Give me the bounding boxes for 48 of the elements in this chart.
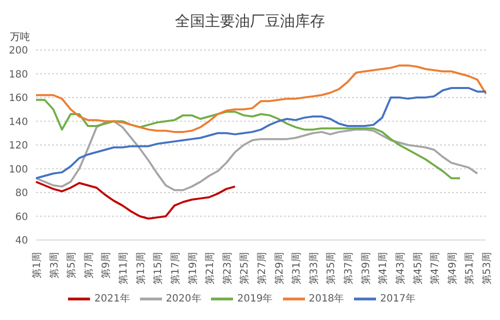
line-series xyxy=(35,87,487,180)
x-tick-label: 第51周 xyxy=(464,252,476,285)
x-tick-label: 第13周 xyxy=(134,252,147,285)
y-tick-label: 80 xyxy=(15,188,28,200)
y-tick-label: 140 xyxy=(8,116,28,128)
x-tick-label: 第3周 xyxy=(48,252,60,278)
line-series xyxy=(35,98,462,180)
x-tick-label: 第17周 xyxy=(169,252,182,285)
x-tick-label: 第7周 xyxy=(82,252,95,278)
x-tick-label: 第37周 xyxy=(342,252,355,285)
legend-label: 2017年 xyxy=(380,294,416,305)
x-tick-label: 第49周 xyxy=(446,252,458,285)
x-tick-label: 第15周 xyxy=(152,252,164,285)
y-tick-label: 160 xyxy=(8,93,28,104)
y-tick-label: 180 xyxy=(8,69,28,80)
legend-label: 2018年 xyxy=(308,294,344,305)
x-tick-label: 第27周 xyxy=(256,252,268,285)
x-tick-label: 第21周 xyxy=(204,252,216,285)
y-tick-label: 40 xyxy=(15,236,28,247)
x-tick-label: 第23周 xyxy=(221,252,234,285)
x-tick-label: 第19周 xyxy=(186,252,199,285)
line-series xyxy=(35,120,478,192)
y-tick-label: 100 xyxy=(8,164,28,176)
x-tick-label: 第45周 xyxy=(412,252,424,285)
legend-label: 2020年 xyxy=(166,294,202,305)
x-tick-label: 第43周 xyxy=(394,252,406,285)
x-tick-label: 第5周 xyxy=(66,252,78,278)
legend-label: 2021年 xyxy=(94,294,130,305)
y-tick-label: 120 xyxy=(8,140,28,152)
x-tick-label: 第35周 xyxy=(325,252,338,285)
line-series xyxy=(35,64,487,133)
legend-label: 2019年 xyxy=(237,294,273,305)
x-tick-label: 第25周 xyxy=(238,252,251,285)
line-series xyxy=(35,180,236,220)
x-tick-label: 第33周 xyxy=(308,252,320,285)
x-tick-label: 第47周 xyxy=(429,252,442,285)
x-tick-label: 第39周 xyxy=(360,252,372,285)
x-tick-label: 第9周 xyxy=(100,252,112,278)
x-tick-label: 第1周 xyxy=(31,252,43,278)
y-tick-label: 200 xyxy=(8,46,28,57)
x-tick-label: 第41周 xyxy=(377,252,390,285)
x-tick-label: 第53周 xyxy=(481,252,493,285)
x-tick-label: 第29周 xyxy=(273,252,286,285)
x-tick-label: 第31周 xyxy=(290,252,303,285)
chart-title: 全国主要油厂豆油库存 xyxy=(174,12,326,31)
x-tick-label: 第11周 xyxy=(118,252,130,285)
y-axis-title: 万吨 xyxy=(10,30,30,44)
y-tick-label: 60 xyxy=(15,212,28,223)
